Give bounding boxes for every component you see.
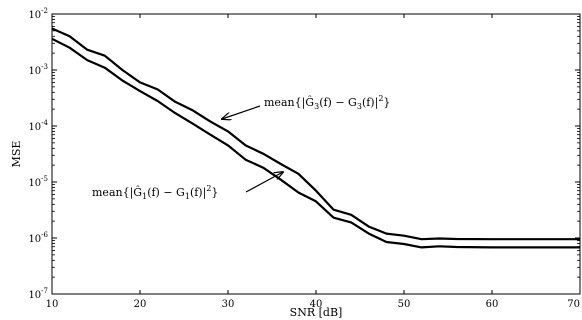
x-tick-label: 40 (310, 299, 323, 310)
y-axis-label: MSE (10, 141, 23, 168)
x-tick-label: 20 (134, 299, 147, 310)
y-tick-label: 10-4 (28, 119, 48, 133)
annotation-g3: mean{|Ĝ3(f) − G3(f)|2} (222, 94, 390, 119)
plot-area (52, 14, 580, 294)
y-tick-label: 10-2 (28, 7, 48, 21)
x-axis: 10 20 30 40 50 60 70 (46, 14, 581, 310)
x-tick-label: 60 (486, 299, 499, 310)
x-tick-label: 10 (46, 299, 59, 310)
x-tick-label: 70 (567, 299, 580, 310)
x-tick-label: 50 (398, 299, 411, 310)
y-tick-label: 10-5 (28, 175, 48, 189)
annotation-g1: mean{|Ĝ1(f) − G1(f)|2} (92, 172, 283, 201)
series-line-1 (51, 27, 580, 241)
annotation-g1-arrow (245, 172, 283, 193)
x-axis-label: SNR [dB] (290, 306, 343, 319)
y-tick-label: 10-3 (28, 63, 48, 77)
y-axis: 10-7 10-6 10-5 10-4 10-3 10-2 (28, 7, 580, 301)
x-tick-label: 30 (222, 299, 235, 310)
annotation-g3-arrow (222, 105, 261, 119)
annotation-g1-text: mean{|Ĝ1(f) − G1(f)|2} (92, 184, 218, 201)
y-tick-label: 10-7 (28, 287, 48, 301)
y-tick-label: 10-6 (28, 231, 48, 245)
annotation-g3-text: mean{|Ĝ3(f) − G3(f)|2} (264, 94, 390, 111)
